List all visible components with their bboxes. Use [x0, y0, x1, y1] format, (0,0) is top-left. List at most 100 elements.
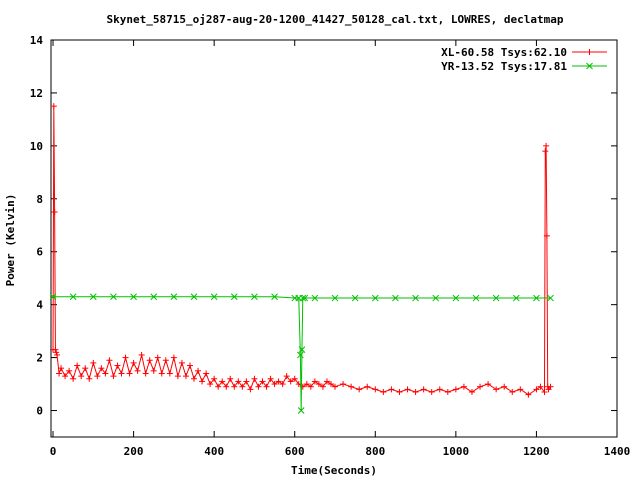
series-line	[53, 296, 551, 411]
x-tick-label: 600	[285, 445, 305, 458]
data-point	[388, 386, 395, 393]
y-tick-label: 0	[36, 405, 43, 418]
data-point	[54, 351, 61, 358]
data-point	[170, 354, 177, 361]
data-point	[460, 383, 467, 390]
plot-frame	[50, 39, 618, 438]
data-point	[98, 365, 105, 372]
data-point	[432, 294, 440, 302]
data-point	[492, 294, 500, 302]
data-point	[323, 378, 330, 385]
data-point	[53, 349, 60, 356]
data-point	[52, 346, 59, 353]
legend-entry-2: YR-13.52 Tsys:17.81	[441, 60, 607, 73]
data-point	[66, 367, 73, 374]
data-point	[199, 378, 206, 385]
y-tick-label: 10	[30, 140, 43, 153]
data-point	[110, 293, 117, 301]
data-point	[371, 294, 379, 302]
data-point	[94, 373, 101, 380]
x-tick-label: 1400	[604, 445, 631, 458]
data-point	[251, 375, 258, 382]
data-point	[297, 351, 304, 359]
data-point	[412, 294, 419, 302]
data-point	[533, 294, 540, 302]
data-point	[299, 294, 307, 302]
data-point	[307, 383, 314, 390]
legend-entry-1: XL-60.58 Tsys:62.10	[441, 46, 607, 59]
data-point	[315, 381, 322, 388]
y-tick-label: 8	[36, 193, 43, 206]
data-point	[351, 294, 359, 302]
data-point	[251, 293, 258, 301]
data-point	[275, 378, 282, 385]
data-point	[297, 407, 305, 414]
data-point	[501, 383, 508, 390]
data-point	[543, 142, 550, 149]
data-point	[319, 383, 326, 390]
data-point	[392, 294, 399, 302]
data-point	[243, 378, 250, 385]
data-point	[134, 367, 141, 374]
data-point	[106, 357, 113, 364]
data-point	[50, 103, 57, 110]
data-point	[230, 293, 238, 301]
data-point	[215, 383, 222, 390]
x-tick-label: 1000	[443, 445, 470, 458]
data-point	[512, 294, 520, 302]
data-point	[110, 373, 117, 380]
legend-marker	[586, 62, 593, 70]
data-point	[49, 293, 57, 301]
data-point	[509, 389, 516, 396]
data-point	[327, 381, 334, 388]
data-point	[219, 378, 226, 385]
data-point	[58, 365, 65, 372]
data-point	[114, 362, 121, 369]
data-point	[404, 386, 411, 393]
data-point	[267, 375, 274, 382]
data-point	[356, 386, 363, 393]
data-point	[485, 381, 492, 388]
data-point	[348, 383, 355, 390]
data-point	[203, 370, 210, 377]
legend-marker	[586, 49, 593, 55]
x-tick-label: 800	[365, 445, 385, 458]
data-point	[51, 209, 58, 216]
data-point	[412, 389, 419, 396]
data-point	[78, 373, 85, 380]
data-point	[372, 386, 379, 393]
data-point	[191, 375, 198, 382]
y-tick-label: 14	[30, 34, 44, 47]
data-point	[380, 389, 387, 396]
data-point	[298, 346, 306, 354]
x-axis-label: Time(Seconds)	[291, 464, 377, 477]
data-point	[287, 378, 294, 385]
data-point	[138, 351, 145, 358]
y-tick-label: 4	[36, 299, 43, 312]
legend-label: XL-60.58 Tsys:62.10	[441, 46, 567, 59]
data-point	[69, 293, 77, 301]
data-point	[340, 381, 347, 388]
data-point	[468, 389, 475, 396]
legend-label: YR-13.52 Tsys:17.81	[441, 60, 567, 73]
data-point	[122, 354, 129, 361]
data-point	[150, 293, 158, 301]
data-point	[517, 386, 524, 393]
data-point	[525, 391, 532, 398]
data-point	[102, 370, 109, 377]
data-point	[259, 378, 266, 385]
data-point	[303, 381, 310, 388]
data-point	[547, 383, 554, 390]
axis-ticks	[51, 39, 618, 437]
series-2	[49, 293, 554, 414]
data-point	[537, 383, 544, 390]
data-point	[227, 375, 234, 382]
data-point	[62, 373, 69, 380]
data-point	[493, 386, 500, 393]
data-point	[279, 381, 286, 388]
data-point	[472, 294, 480, 302]
data-point	[89, 293, 97, 301]
data-point	[126, 370, 133, 377]
data-point	[331, 294, 339, 302]
